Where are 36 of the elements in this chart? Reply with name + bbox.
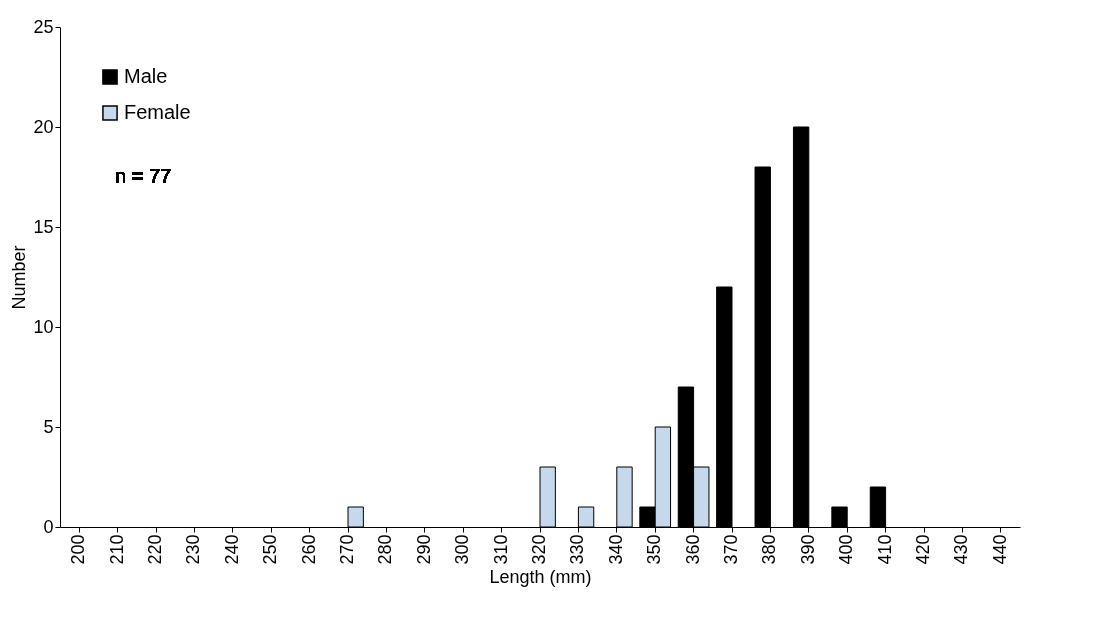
x-tick-label: 270 xyxy=(337,534,357,565)
x-tick-label: 260 xyxy=(298,534,319,565)
y-tick-label: 25 xyxy=(33,16,54,37)
x-axis-title: Length (mm) xyxy=(489,566,592,587)
x-tick-label: 410 xyxy=(874,534,895,565)
y-tick-label: 0 xyxy=(43,516,54,537)
x-tick-label: 350 xyxy=(644,534,665,565)
x-tick-label: 330 xyxy=(567,534,588,565)
y-tick-label: 5 xyxy=(43,416,54,437)
x-tick-label: 300 xyxy=(452,534,473,565)
x-tick-label: 380 xyxy=(759,534,780,565)
x-tick-label: 310 xyxy=(490,534,511,565)
x-tick-label: 290 xyxy=(413,534,434,565)
x-tick-label: 360 xyxy=(682,534,703,565)
x-tick-label: 440 xyxy=(989,534,1010,565)
y-tick-label: 10 xyxy=(33,316,54,337)
x-tick-label: 370 xyxy=(721,534,741,565)
x-tick-label: 400 xyxy=(836,534,857,565)
legend-label: Female xyxy=(124,101,191,123)
x-tick-label: 420 xyxy=(913,534,933,565)
legend-label: Male xyxy=(124,65,168,87)
x-tick-label: 340 xyxy=(605,534,626,565)
x-tick-label: 210 xyxy=(106,534,127,565)
x-tick-label: 390 xyxy=(797,534,818,565)
x-tick-label: 200 xyxy=(68,534,89,565)
y-tick-label: 20 xyxy=(33,116,54,137)
x-tick-label: 230 xyxy=(183,534,204,565)
y-axis-title: Number xyxy=(9,245,30,310)
x-tick-label: 250 xyxy=(260,534,281,565)
x-tick-label: 320 xyxy=(529,534,549,565)
y-tick-label: 15 xyxy=(33,216,54,237)
x-tick-label: 220 xyxy=(145,534,165,565)
x-tick-label: 240 xyxy=(221,534,242,565)
annotation: n = 77 xyxy=(115,165,172,187)
x-tick-label: 430 xyxy=(951,534,972,565)
x-tick-label: 280 xyxy=(375,534,396,565)
